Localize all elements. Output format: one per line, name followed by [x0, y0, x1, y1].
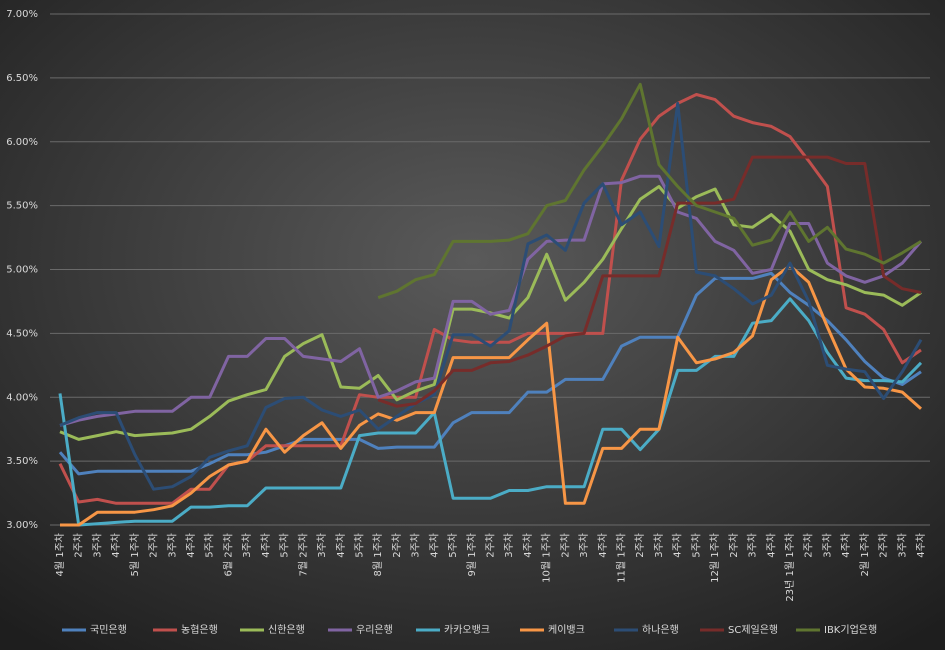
- x-tick-label: 5주차: [690, 533, 702, 558]
- series-line: [58, 297, 923, 527]
- x-tick-label: 2월 1주차: [859, 533, 871, 577]
- x-tick-label: 12월 1주차: [709, 533, 721, 583]
- legend-label: 우리은행: [356, 624, 393, 636]
- legend-label: 신한은행: [268, 624, 305, 636]
- y-tick-label: 4.00%: [6, 392, 38, 403]
- legend-label: 하나은행: [642, 623, 679, 636]
- series-line: [58, 271, 922, 476]
- x-tick-label: 2주차: [634, 533, 646, 558]
- legend-label: SC제일은행: [728, 624, 778, 636]
- legend-item: 신한은행: [240, 624, 305, 636]
- y-tick-label: 3.50%: [6, 456, 38, 467]
- legend-label: 농협은행: [181, 623, 218, 636]
- x-tick-label: 2주차: [559, 533, 571, 558]
- y-tick-label: 7.00%: [6, 9, 38, 20]
- x-tick-label: 5주차: [204, 533, 216, 558]
- x-tick-label: 3주차: [578, 533, 590, 558]
- y-tick-label: 5.00%: [6, 265, 38, 276]
- x-tick-label: 5주차: [353, 533, 365, 558]
- legend-label: 카카오뱅크: [444, 624, 490, 636]
- x-tick-label: 23년 1월 1주차: [784, 533, 796, 602]
- legend-item: 농협은행: [153, 623, 218, 636]
- y-tick-label: 5.50%: [6, 201, 38, 212]
- x-tick-label: 5주차: [279, 533, 291, 558]
- series-line: [59, 174, 923, 427]
- x-tick-label: 5월 1주차: [129, 533, 141, 577]
- x-tick-label: 4주차: [597, 533, 609, 558]
- x-tick-label: 4주차: [428, 533, 440, 558]
- x-tick-label: 3주차: [503, 533, 515, 558]
- series-line: [377, 155, 922, 408]
- x-tick-label: 4주차: [765, 533, 777, 558]
- x-tick-label: 4주차: [522, 533, 534, 558]
- x-tick-label: 4주차: [110, 533, 122, 558]
- x-tick-label: 3주차: [896, 533, 908, 558]
- x-tick-label: 2주차: [391, 533, 403, 558]
- x-tick-label: 5주차: [447, 533, 459, 558]
- x-tick-label: 4주차: [335, 533, 347, 558]
- x-tick-label: 8월 1주차: [372, 533, 384, 577]
- legend-item: IBK기업은행: [796, 623, 877, 636]
- legend-label: 케이뱅크: [548, 624, 585, 636]
- legend-item: 케이뱅크: [520, 624, 585, 636]
- x-tick-label: 4월 1주차: [54, 533, 66, 577]
- x-tick-label: 7월 2주차: [297, 533, 309, 577]
- legend-item: 우리은행: [328, 624, 393, 636]
- x-tick-label: 9월 1주차: [466, 533, 478, 577]
- x-tick-label: 3주차: [91, 533, 103, 558]
- series-line: [59, 101, 923, 491]
- y-tick-label: 6.00%: [6, 137, 38, 148]
- x-tick-label: 10월 1주차: [541, 533, 553, 583]
- y-tick-label: 6.50%: [6, 73, 38, 84]
- x-tick-label: 3주차: [316, 533, 328, 558]
- x-tick-label: 2주차: [148, 533, 160, 558]
- x-tick-label: 4주차: [672, 533, 684, 558]
- x-tick-label: 4주차: [185, 533, 197, 558]
- x-tick-label: 6월 2주차: [222, 533, 234, 577]
- x-tick-label: 2주차: [878, 533, 890, 558]
- legend-item: SC제일은행: [700, 624, 778, 636]
- series-line: [377, 82, 922, 300]
- series-line: [60, 264, 922, 527]
- y-tick-label: 4.50%: [6, 328, 38, 339]
- x-tick-label: 4주차: [840, 533, 852, 558]
- legend-label: IBK기업은행: [824, 623, 877, 636]
- legend-item: 국민은행: [62, 624, 127, 636]
- x-tick-label: 4주차: [915, 533, 927, 558]
- x-tick-label: 3주차: [241, 533, 253, 558]
- x-tick-label: 3주차: [653, 533, 665, 558]
- x-tick-label: 2주차: [803, 533, 815, 558]
- x-tick-label: 2주차: [728, 533, 740, 558]
- x-tick-label: 3주차: [747, 533, 759, 558]
- y-tick-label: 3.00%: [6, 520, 38, 531]
- legend-item: 하나은행: [614, 623, 679, 636]
- x-tick-label: 3주차: [166, 533, 178, 558]
- x-tick-label: 4주차: [260, 533, 272, 558]
- series-line: [58, 93, 922, 505]
- legend-item: 카카오뱅크: [416, 624, 490, 636]
- x-tick-label: 3주차: [821, 533, 833, 558]
- x-tick-label: 3주차: [410, 533, 422, 558]
- legend-label: 국민은행: [90, 624, 127, 636]
- x-tick-label: 2주차: [73, 533, 85, 558]
- x-tick-label: 11월 1주차: [616, 533, 628, 583]
- x-tick-label: 2주차: [485, 533, 497, 558]
